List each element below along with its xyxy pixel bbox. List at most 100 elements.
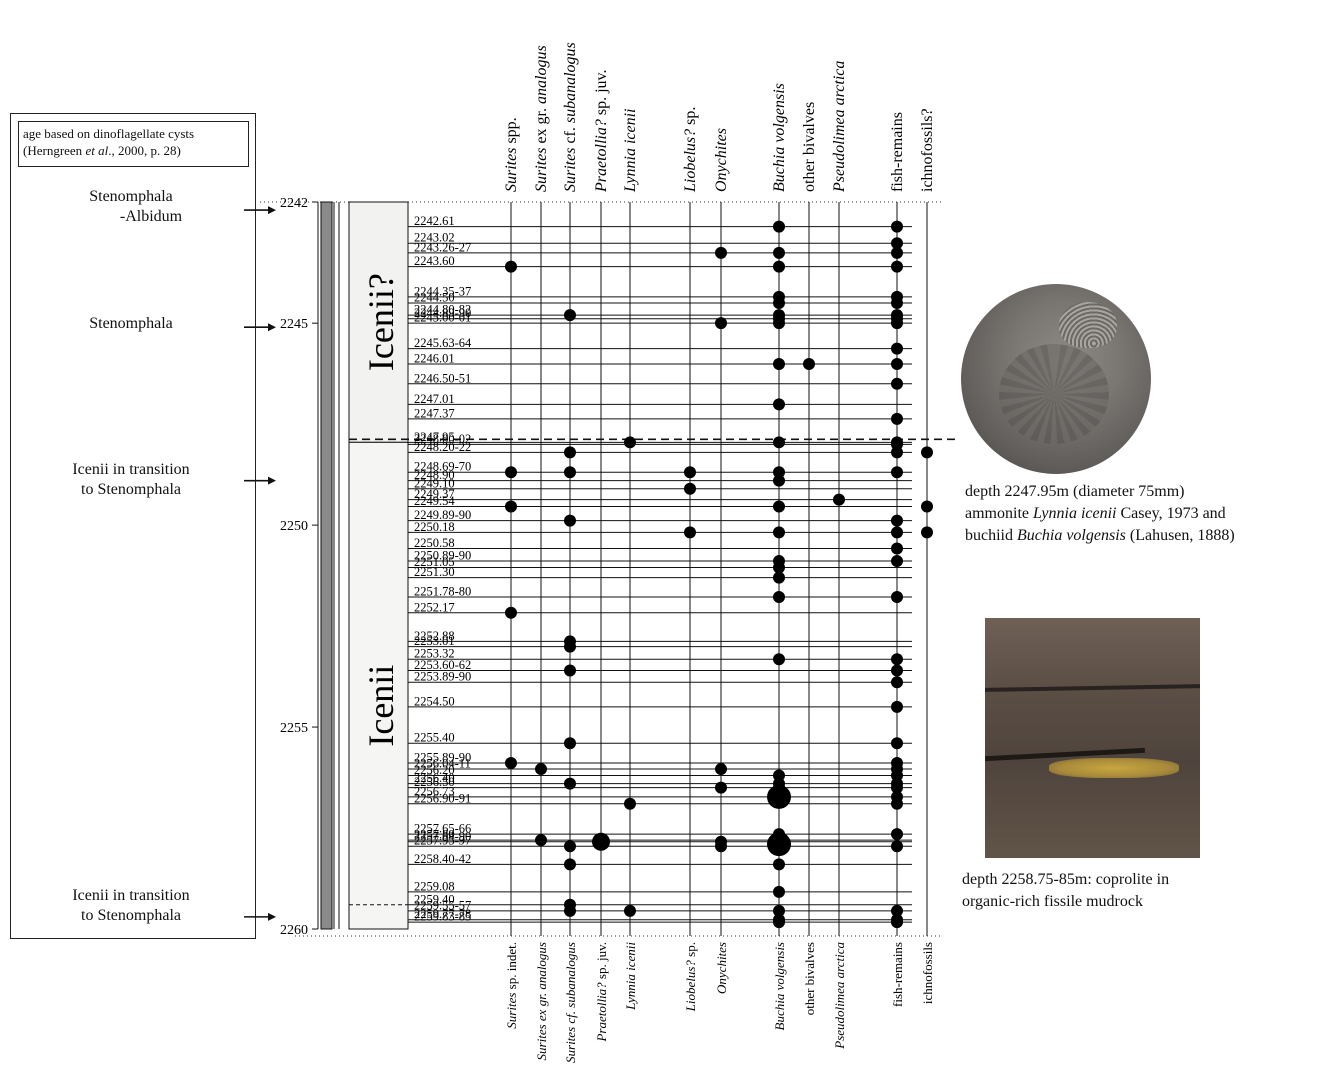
photo1-caption: depth 2247.95m (diameter 75mm) ammonite … [965,481,1235,547]
sample-label: 2244.35-37 [414,284,471,298]
occurrence-dot [535,763,547,776]
occurrence-dot [891,840,903,853]
occurrence-dot [773,653,785,666]
occurrence-dot [891,514,903,527]
sample-label: 2243.02 [414,231,455,245]
occurrence-dot [773,246,785,259]
occurrence-dot [921,526,933,539]
occurrence-dot [891,781,903,794]
depth-tick-label: 2245 [280,317,308,332]
photo2-caption-line2: organic-rich fissile mudrock [962,893,1143,910]
sample-label: 2252.17 [414,600,455,614]
occurrence-dot [715,317,727,330]
sample-label: 2259.40 [414,892,455,906]
sample-label: 2253.32 [414,647,455,661]
occurrence-dot [833,493,845,506]
sample-label: 2256.40 [414,771,455,785]
sample-label: 2257.80 [414,828,455,842]
occurrence-dot-large [767,832,791,857]
sample-label: 2254.50 [414,694,455,708]
occurrence-dot [891,357,903,370]
occurrence-dot [891,237,903,250]
taxon-header-bottom: Buchia volgensis [772,942,787,1030]
lithology-column [320,201,333,930]
occurrence-dot [891,555,903,568]
occurrence-dot [773,885,785,898]
taxon-header-top: Lynnia icenii [622,108,639,193]
zone-column-lower [348,441,409,930]
occurrence-dot [773,526,785,539]
sample-label: 2256.04-11 [414,757,471,771]
zone-label-1-line1: Stenomphala [89,188,173,205]
occurrence-dot [773,591,785,604]
occurrence-dot-large [767,784,791,809]
taxon-header-top: fish-remains [889,112,906,192]
sample-label: 2247.95 [414,430,455,444]
occurrence-dot [891,377,903,390]
zone-label-3-line2: to Stenomphala [81,481,181,498]
taxon-header-bottom: Praetollia? sp. juv. [594,942,609,1043]
taxon-header-bottom: Pseudolimea arctica [832,942,847,1050]
occurrence-dot [564,777,576,790]
occurrence-dot [773,436,785,449]
depth-tick-label: 2260 [280,923,308,938]
occurrence-dot [891,412,903,425]
occurrence-dot-large [592,832,610,851]
age-note-line2: (Herngreen et al., 2000, p. 28) [23,143,181,158]
sample-label: 2249.10 [414,476,455,490]
occurrence-dot [891,342,903,355]
occurrence-dot [773,466,785,479]
occurrence-dot [891,700,903,713]
coprolite-photo [985,618,1200,858]
sample-label: 2256.90-91 [414,791,471,805]
occurrence-dot [505,260,517,273]
occurrence-dot [773,561,785,574]
zone-arrow-head [268,912,276,921]
sample-label: 2250.89-90 [414,549,471,563]
occurrence-dot [891,220,903,233]
occurrence-dot [684,466,696,479]
zone-arrow-head [268,476,276,485]
occurrence-dot [773,398,785,411]
ammonite-fossil [999,344,1109,444]
sample-label: 2245.00-01 [414,311,471,325]
sample-label: 2243.60 [414,254,455,268]
occurrence-dot [891,296,903,309]
taxon-header-top: Praetollia? sp. juv. [593,69,610,193]
sample-label: 2259.55-57 [414,898,471,912]
sample-label: 2253.01 [414,634,455,648]
occurrence-dot [624,904,636,917]
occurrence-dot [773,357,785,370]
taxon-header-bottom: Liobelus? sp. [683,942,698,1012]
sample-label: 2252.88 [414,629,455,643]
zone-arrow-head [268,323,276,332]
depth-tick-label: 2255 [280,721,308,736]
sample-label: 2256.50 [414,775,455,789]
sample-label: 2243.26-27 [414,240,471,254]
sample-label: 2253.60-62 [414,658,471,672]
age-note-line1: age based on dinoflagellate cysts [23,126,195,141]
occurrence-dot [891,664,903,677]
occurrence-dot [891,317,903,330]
zone-column-upper [348,201,409,443]
occurrence-dot [891,591,903,604]
sample-label: 2246.01 [414,351,455,365]
occurrence-dot [773,260,785,273]
sample-label: 2259.08 [414,879,455,893]
sample-label: 2251.30 [414,565,455,579]
occurrence-dot [891,916,903,929]
photo1-caption-line1: depth 2247.95m (diameter 75mm) [965,483,1185,500]
occurrence-dot [564,309,576,322]
occurrence-dot [684,526,696,539]
occurrence-dot [891,446,903,459]
sample-label: 2244.50 [414,290,455,304]
sample-label: 2256.73 [414,784,455,798]
coprolite [1049,758,1179,778]
taxon-header-top: other bivalves [801,102,818,192]
occurrence-dot [773,571,785,584]
occurrence-dot [891,260,903,273]
sample-label: 2256.20 [414,763,455,777]
sample-label: 2244.89-90 [414,306,471,320]
depth-tick-label: 2250 [280,519,308,534]
